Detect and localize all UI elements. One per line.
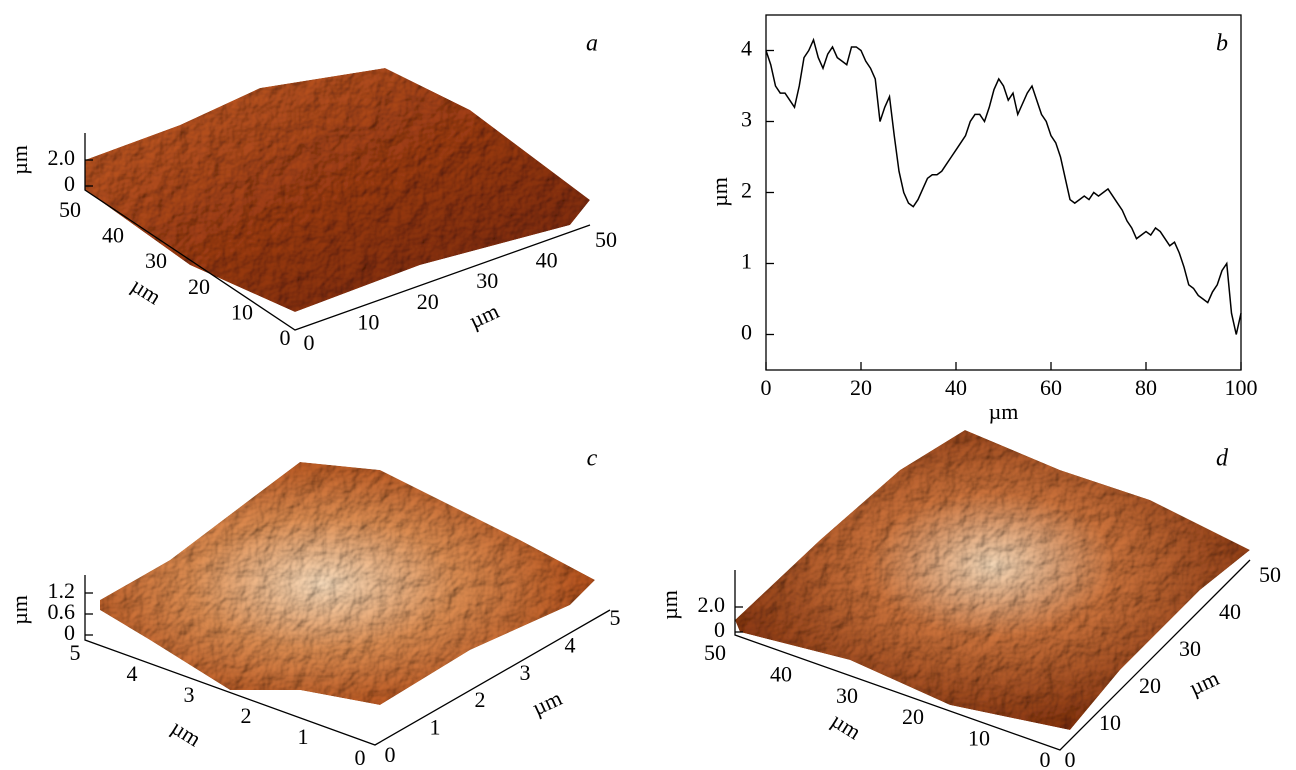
y-tick-label: 30 [836, 683, 858, 708]
z-tick-label: 0 [714, 617, 725, 642]
y-tick-label: 10 [968, 726, 990, 751]
y-tick-label: 20 [902, 704, 924, 729]
x-tick-label: 40 [1219, 599, 1241, 624]
y-tick-label: 4 [741, 36, 752, 61]
y-tick-label: 0 [280, 325, 291, 350]
x-tick-label: 50 [595, 227, 617, 252]
y-tick-label: 10 [231, 299, 253, 324]
x-tick-label: 20 [1139, 673, 1161, 698]
x-axis-label: µm [1185, 665, 1223, 700]
x-tick-label: 0 [761, 375, 772, 400]
y-axis-label: µm [167, 714, 206, 751]
x-tick-label: 4 [565, 632, 576, 657]
panel-label: a [586, 31, 598, 57]
x-tick-label: 50 [1259, 562, 1281, 587]
y-tick-label: 4 [127, 661, 138, 686]
x-tick-label: 30 [1179, 636, 1201, 661]
x-tick-label: 100 [1225, 375, 1258, 400]
x-axis-label: µm [989, 399, 1019, 424]
x-tick-label: 10 [357, 309, 379, 334]
profile-line [766, 40, 1241, 335]
y-tick-label: 3 [741, 107, 752, 132]
y-tick-label: 3 [184, 682, 195, 707]
y-tick-label: 50 [704, 640, 726, 665]
y-tick-label: 2 [741, 178, 752, 203]
y-tick-label: 40 [102, 223, 124, 248]
x-tick-label: 20 [417, 289, 439, 314]
y-axis-label: µm [707, 177, 732, 207]
x-tick-label: 10 [1099, 710, 1121, 735]
z-tick-label: 2.0 [698, 592, 726, 617]
z-axis-label: µm [7, 595, 32, 625]
x-tick-label: 60 [1040, 375, 1062, 400]
y-tick-label: 1 [298, 724, 309, 749]
z-tick-label: 1.2 [48, 578, 76, 603]
y-tick-label: 1 [741, 249, 752, 274]
y-tick-label: 20 [188, 274, 210, 299]
figure: a010203040500102030405002.0µmµmµm b02040… [0, 0, 1296, 770]
z-axis-label: µm [7, 145, 32, 175]
y-tick-label: 40 [770, 661, 792, 686]
x-tick-label: 2 [475, 687, 486, 712]
y-axis-label: µm [127, 272, 166, 309]
x-tick-label: 0 [385, 742, 396, 767]
panel-label: d [1216, 446, 1229, 472]
x-axis-label: µm [465, 298, 503, 333]
x-tick-label: 80 [1135, 375, 1157, 400]
x-axis-label: µm [528, 685, 566, 720]
panel-label: c [587, 446, 598, 472]
z-tick-label: 2.0 [48, 145, 76, 170]
y-tick-label: 50 [59, 197, 81, 222]
x-tick-label: 0 [304, 330, 315, 355]
x-tick-label: 40 [536, 248, 558, 273]
x-tick-label: 40 [945, 375, 967, 400]
y-tick-label: 30 [145, 248, 167, 273]
z-axis-label: µm [657, 590, 682, 620]
surface [735, 430, 1250, 730]
y-tick-label: 0 [355, 745, 366, 770]
x-tick-label: 1 [430, 715, 441, 740]
x-tick-label: 30 [476, 268, 498, 293]
plot-frame [766, 15, 1241, 370]
panel-label: b [1216, 31, 1228, 57]
y-axis-label: µm [827, 707, 866, 744]
y-tick-label: 2 [241, 703, 252, 728]
surface [85, 68, 590, 312]
x-tick-label: 0 [1065, 747, 1076, 770]
x-tick-label: 20 [850, 375, 872, 400]
panel-b: b 0 20 40 60 80 100 0 1 2 3 4 µm µm [707, 15, 1257, 424]
z-tick-label: 0 [64, 171, 75, 196]
x-tick-label: 5 [610, 605, 621, 630]
y-tick-label: 0 [1040, 747, 1051, 770]
x-tick-label: 3 [520, 660, 531, 685]
y-tick-label: 0 [741, 320, 752, 345]
